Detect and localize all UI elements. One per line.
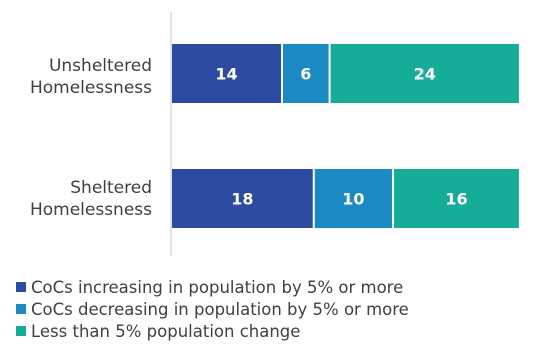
legend-item-stable: Less than 5% population change	[16, 320, 409, 342]
bar-segment	[314, 169, 393, 228]
category-label: Sheltered Homelessness	[30, 178, 152, 220]
bar-segment	[172, 44, 282, 103]
bar-value-label: 16	[445, 190, 467, 209]
stacked-bar-chart: Unsheltered Homelessness 14 6 24 Sheltered Hom…	[30, 12, 519, 256]
bar-segment	[330, 44, 519, 103]
legend-label-decreasing: CoCs decreasing in population by 5% or m…	[31, 299, 409, 319]
legend: CoCs increasing in population by 5% or m…	[16, 276, 409, 342]
legend-item-increasing: CoCs increasing in population by 5% or m…	[16, 276, 409, 298]
bar-segment	[283, 44, 329, 103]
bar-value-label: 6	[300, 65, 311, 84]
category-label: Unsheltered Homelessness	[30, 56, 152, 98]
bar-value-label: 14	[215, 65, 237, 84]
legend-item-decreasing: CoCs decreasing in population by 5% or m…	[16, 298, 409, 320]
legend-swatch-stable	[16, 326, 26, 336]
legend-swatch-decreasing	[16, 304, 26, 314]
legend-label-increasing: CoCs increasing in population by 5% or m…	[31, 277, 404, 297]
legend-swatch-increasing	[16, 282, 26, 292]
bar-segment	[172, 169, 313, 228]
legend-label-stable: Less than 5% population change	[31, 321, 301, 341]
bar-value-label: 24	[414, 65, 436, 84]
bar-value-label: 10	[342, 190, 364, 209]
bar-segment	[394, 169, 519, 228]
bar-value-label: 18	[231, 190, 253, 209]
